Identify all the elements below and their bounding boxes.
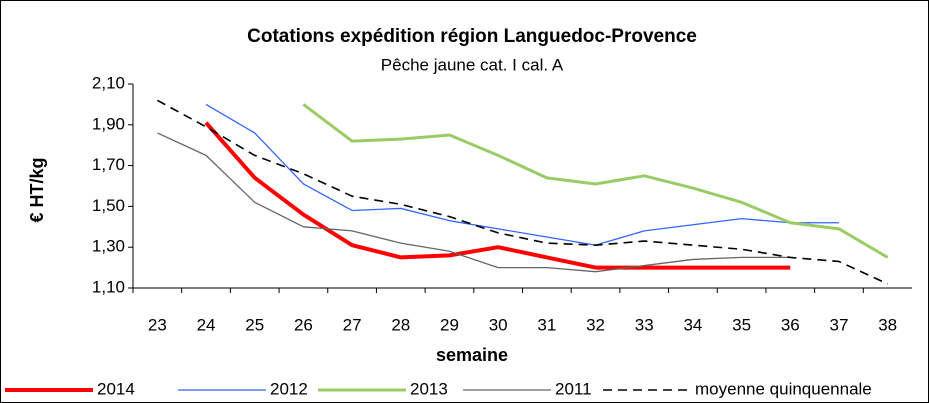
x-tick-label: 38 [878, 315, 897, 334]
legend-label: 2011 [555, 379, 592, 398]
x-tick-label: 30 [489, 315, 508, 334]
series-line [156, 99, 888, 285]
x-tick-label: 35 [732, 315, 751, 334]
x-tick-label: 36 [781, 315, 800, 334]
legend-label: 2012 [270, 379, 308, 398]
legend-label: 2013 [410, 379, 448, 398]
x-tick-label: 34 [683, 315, 702, 334]
y-tick-label: 1,30 [92, 237, 125, 256]
x-tick-label: 23 [148, 315, 167, 334]
series-line [205, 103, 839, 246]
x-tick-label: 28 [391, 315, 410, 334]
y-tick-label: 1,50 [92, 196, 125, 215]
x-tick-label: 27 [343, 315, 362, 334]
chart-title: Cotations expédition région Languedoc-Pr… [247, 26, 697, 47]
x-tick-label: 25 [245, 315, 264, 334]
legend-label: moyenne quinquennale [695, 379, 872, 398]
y-tick-label: 1,90 [92, 114, 125, 133]
x-tick-label: 32 [586, 315, 605, 334]
series-line [204, 121, 791, 270]
x-tick-label: 33 [635, 315, 654, 334]
chart-subtitle: Pêche jaune cat. I cal. A [381, 55, 564, 74]
series-line [157, 132, 791, 273]
series-line [302, 103, 889, 259]
x-tick-label: 31 [537, 315, 556, 334]
x-tick-label: 37 [830, 315, 849, 334]
legend-label: 2014 [97, 379, 135, 398]
x-tick-label: 26 [294, 315, 313, 334]
x-axis-title: semaine [436, 345, 508, 365]
x-tick-label: 24 [197, 315, 216, 334]
x-tick-label: 29 [440, 315, 459, 334]
y-tick-label: 1,10 [92, 277, 125, 296]
y-axis-title: € HT/kg [27, 157, 47, 222]
y-tick-label: 1,70 [92, 155, 125, 174]
y-tick-label: 2,10 [92, 73, 125, 92]
